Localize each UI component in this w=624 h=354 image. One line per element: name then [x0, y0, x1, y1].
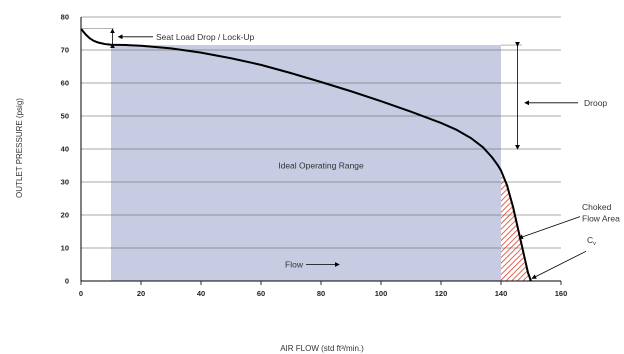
droop-label: Droop [584, 98, 607, 108]
cv-pointer-arrow [531, 250, 587, 279]
y-tick-label: 50 [61, 112, 69, 121]
x-tick-label: 80 [317, 289, 325, 298]
x-tick-label: 120 [435, 289, 448, 298]
y-tick-label: 0 [65, 277, 69, 286]
y-tick-label: 20 [61, 211, 69, 220]
y-tick-label: 40 [61, 145, 69, 154]
x-tick-label: 140 [495, 289, 508, 298]
x-tick-label: 20 [137, 289, 145, 298]
flow-label: Flow [285, 260, 304, 270]
cv-label: Cv [587, 235, 596, 247]
y-tick-label: 80 [61, 13, 69, 22]
x-tick-label: 0 [79, 289, 83, 298]
choked-label-line1: Choked [582, 202, 612, 212]
ideal-operating-range-label: Ideal Operating Range [278, 161, 364, 171]
x-axis-label: AIR FLOW (std ft³/min.) [280, 344, 364, 353]
y-tick-label: 10 [61, 244, 69, 253]
y-axis-label: OUTLET PRESSURE (psig) [15, 98, 24, 198]
choked-label-line2: Flow Area [582, 214, 620, 224]
choked-pointer-arrow [518, 216, 581, 240]
y-tick-label: 30 [61, 178, 69, 187]
x-tick-label: 100 [375, 289, 388, 298]
x-tick-label: 160 [555, 289, 568, 298]
seat-load-label: Seat Load Drop / Lock-Up [156, 32, 255, 42]
pressure-curve [80, 27, 532, 282]
y-tick-label: 60 [61, 79, 69, 88]
ideal-operating-range-region [111, 45, 501, 281]
x-tick-label: 40 [197, 289, 205, 298]
y-tick-label: 70 [61, 46, 69, 55]
x-tick-label: 60 [257, 289, 265, 298]
